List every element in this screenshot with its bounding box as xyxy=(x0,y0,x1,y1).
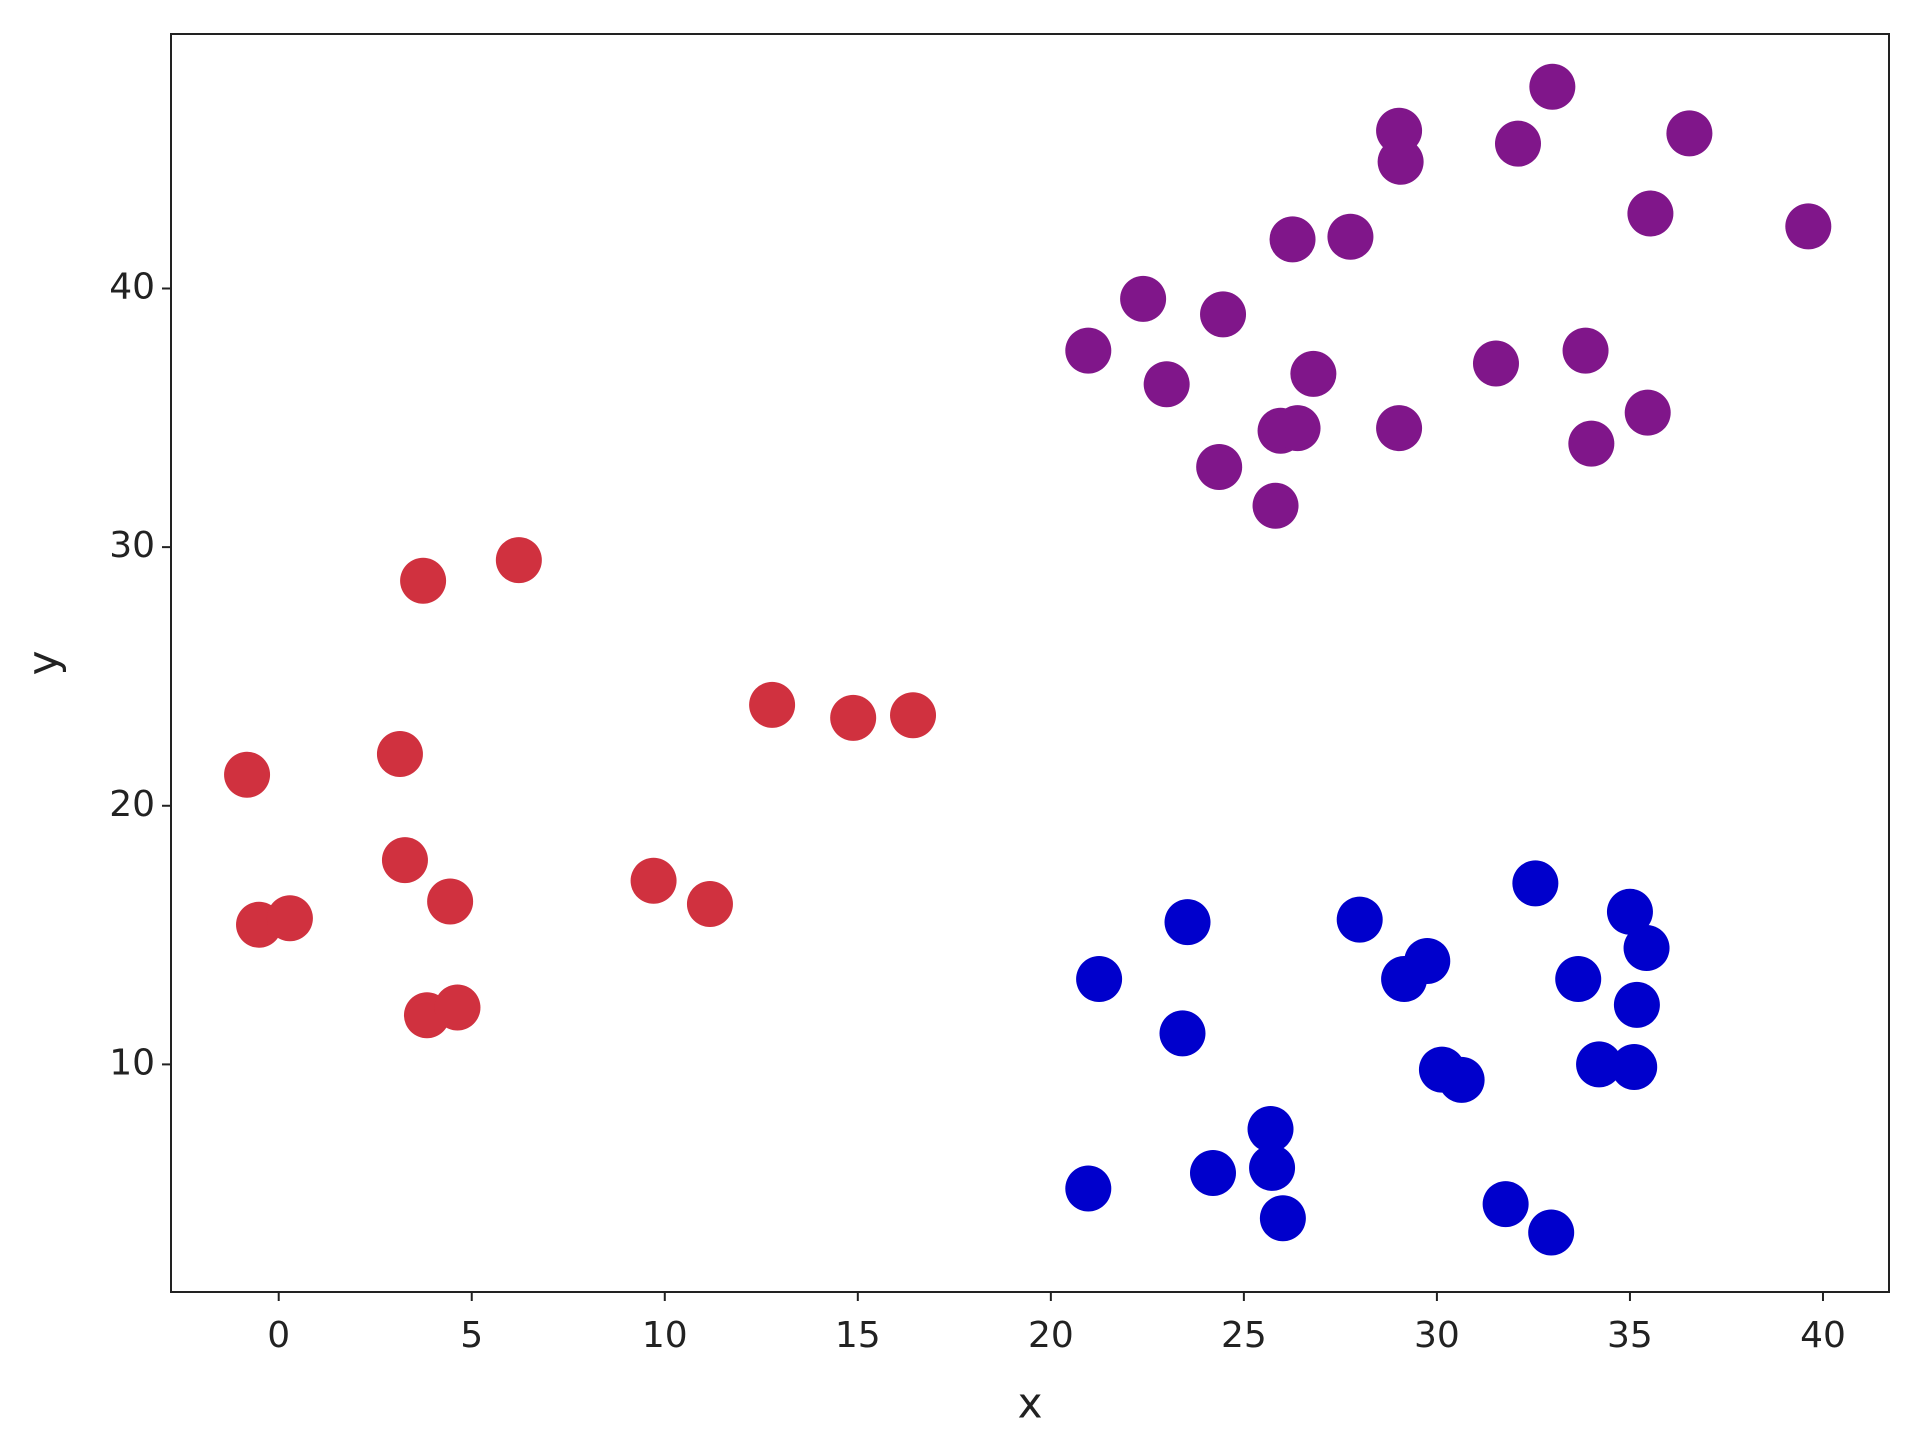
scatter-point xyxy=(434,984,481,1031)
scatter-point xyxy=(1269,216,1316,263)
scatter-point xyxy=(1252,482,1299,529)
scatter-point xyxy=(1472,340,1519,387)
scatter-point xyxy=(381,837,428,884)
scatter-point xyxy=(830,694,877,741)
x-tick-label: 40 xyxy=(1800,1315,1846,1356)
x-tick-label: 15 xyxy=(835,1315,881,1356)
x-tick-label: 5 xyxy=(460,1315,483,1356)
scatter-point xyxy=(1529,63,1576,110)
scatter-point xyxy=(1065,327,1112,374)
scatter-point xyxy=(1785,203,1832,250)
scatter-point xyxy=(890,692,937,739)
scatter-point xyxy=(1482,1181,1529,1228)
scatter-point xyxy=(1164,899,1211,946)
scatter-point xyxy=(495,537,542,584)
scatter-point xyxy=(749,681,796,728)
scatter-point xyxy=(427,878,474,925)
scatter-point xyxy=(1438,1056,1485,1103)
scatter-point xyxy=(1249,1144,1296,1191)
scatter-point xyxy=(1613,981,1660,1028)
scatter-point xyxy=(266,895,313,942)
scatter-point xyxy=(1376,405,1423,452)
x-tick-label: 20 xyxy=(1028,1315,1074,1356)
plot-frame xyxy=(170,33,1890,1293)
scatter-point xyxy=(1189,1150,1236,1197)
x-tick-label: 35 xyxy=(1607,1315,1653,1356)
scatter-point xyxy=(1606,888,1653,935)
x-axis-label: x xyxy=(1018,1379,1043,1428)
scatter-point xyxy=(1576,1041,1623,1088)
y-tick-label: 10 xyxy=(109,1042,155,1083)
scatter-point xyxy=(1196,443,1243,490)
x-tick-label: 0 xyxy=(267,1315,290,1356)
scatter-point xyxy=(1624,389,1671,436)
scatter-point xyxy=(1274,405,1321,452)
y-axis-label: y xyxy=(19,651,68,676)
y-tick-label: 40 xyxy=(109,266,155,307)
scatter-point xyxy=(1611,1043,1658,1090)
scatter-point xyxy=(1290,350,1337,397)
x-tick-label: 30 xyxy=(1414,1315,1460,1356)
scatter-point xyxy=(1568,420,1615,467)
scatter-point xyxy=(1327,213,1374,260)
scatter-point xyxy=(1666,110,1713,157)
scatter-point xyxy=(1120,275,1167,322)
scatter-point xyxy=(1627,190,1674,237)
scatter-point xyxy=(1494,120,1541,167)
scatter-point xyxy=(1259,1195,1306,1242)
scatter-point xyxy=(1562,327,1609,374)
scatter-point xyxy=(1159,1010,1206,1057)
y-tick-label: 20 xyxy=(109,784,155,825)
scatter-point xyxy=(1076,956,1123,1003)
scatter-point xyxy=(1404,937,1451,984)
scatter-point xyxy=(1377,138,1424,185)
scatter-point xyxy=(376,731,423,778)
scatter-point xyxy=(1336,896,1383,943)
scatter-point xyxy=(224,751,271,798)
scatter-point xyxy=(1555,956,1602,1003)
scatter-point xyxy=(1528,1209,1575,1256)
x-tick-label: 10 xyxy=(642,1315,688,1356)
x-tick-label: 25 xyxy=(1221,1315,1267,1356)
scatter-point xyxy=(1200,291,1247,338)
scatter-point xyxy=(1065,1165,1112,1212)
scatter-point xyxy=(1247,1106,1294,1153)
y-tick-label: 30 xyxy=(109,525,155,566)
scatter-point xyxy=(1623,925,1670,972)
scatter-point xyxy=(400,557,447,604)
scatter-point xyxy=(686,881,733,928)
scatter-point xyxy=(1512,860,1559,907)
scatter-point xyxy=(630,857,677,904)
scatter-point xyxy=(1143,361,1190,408)
